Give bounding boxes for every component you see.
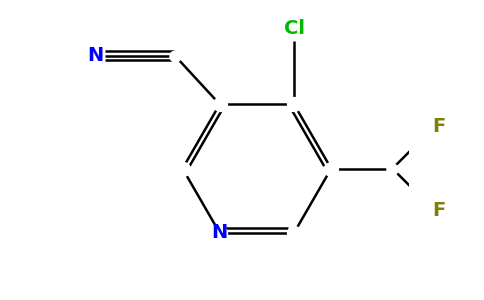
Text: F: F xyxy=(432,118,446,136)
Text: N: N xyxy=(212,224,228,242)
Text: N: N xyxy=(87,46,104,65)
Text: Cl: Cl xyxy=(284,19,304,38)
Text: F: F xyxy=(432,201,446,220)
